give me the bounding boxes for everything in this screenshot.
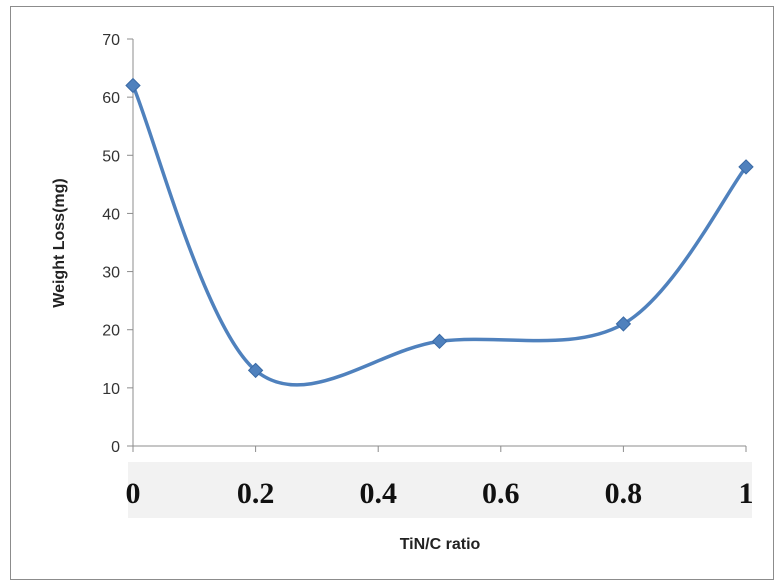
x-tick-label: 0.6: [482, 477, 520, 510]
axes: [127, 38, 747, 452]
y-tick-label: 20: [102, 323, 120, 340]
y-tick-label: 10: [102, 381, 120, 398]
data-point-marker: [125, 77, 141, 94]
y-axis-title: Weight Loss(mg): [51, 178, 68, 307]
series-line: [131, 84, 748, 387]
x-tick-label: 0.2: [237, 477, 275, 510]
data-point-marker: [247, 362, 264, 379]
data-point-marker: [615, 316, 632, 332]
x-tick-label: 0: [126, 477, 141, 510]
y-tick-label: 50: [102, 148, 120, 165]
x-axis-title: TiN/C ratio: [400, 536, 481, 553]
y-tick-label: 60: [102, 90, 120, 107]
y-tick-label: 70: [102, 32, 120, 49]
y-tick-label: 0: [111, 439, 120, 456]
y-tick-labels: 0 10 20 30 40 50 60 70: [102, 32, 120, 456]
y-tick-label: 40: [102, 206, 120, 223]
x-tick-label: 1: [739, 477, 754, 510]
data-point-marker: [738, 159, 754, 175]
data-point-marker: [431, 333, 448, 350]
x-tick-label: 0.8: [605, 477, 643, 510]
x-tick-label: 0.4: [359, 477, 397, 510]
series-markers: [125, 77, 754, 379]
y-tick-label: 30: [102, 265, 120, 282]
x-tick-labels: 0 0.2 0.4 0.6 0.8 1: [126, 477, 754, 510]
x-label-band: [128, 462, 752, 518]
